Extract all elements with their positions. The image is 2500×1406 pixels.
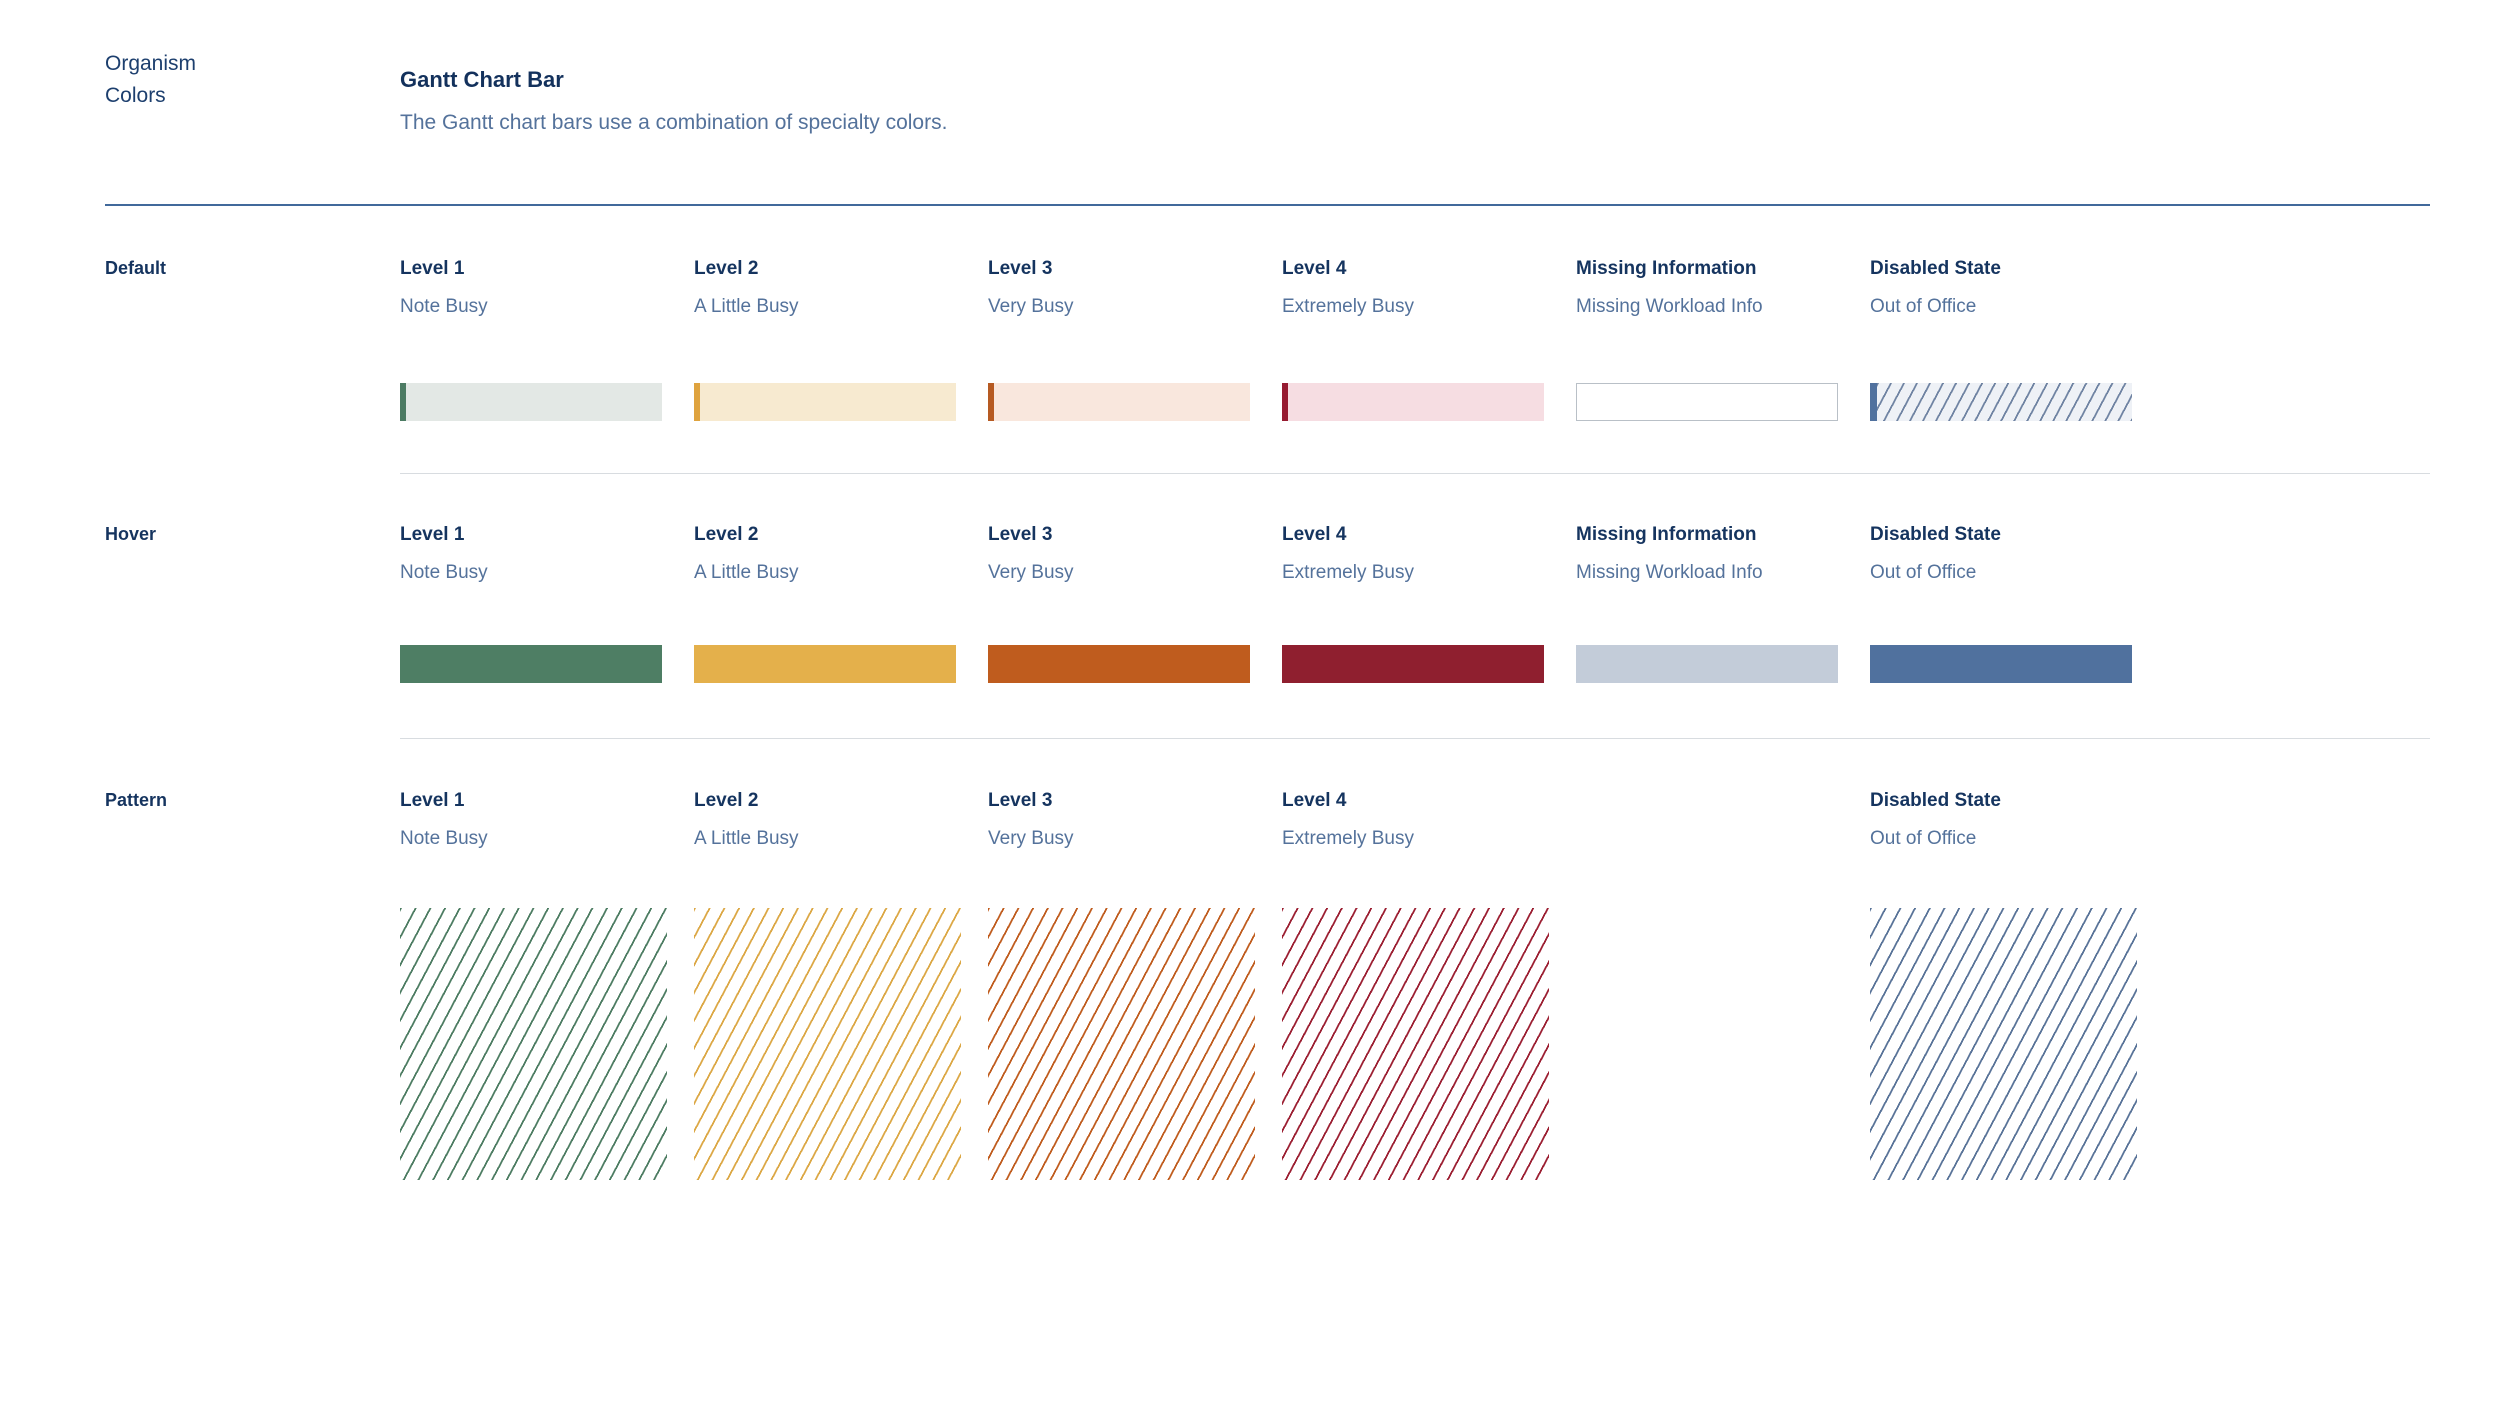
swatch-default-level-4 <box>1282 383 1544 421</box>
swatch-pattern-level-1 <box>400 908 667 1180</box>
cell-hover-level-1: Level 1 Note Busy <box>400 524 680 683</box>
page-description: The Gantt chart bars use a combination o… <box>400 111 948 134</box>
column-heading: Level 2 <box>694 258 759 279</box>
column-heading: Level 2 <box>694 790 759 811</box>
organism-label: Organism <box>105 52 197 75</box>
column-sublabel: Extremely Busy <box>1282 296 1414 317</box>
cell-default-level-4: Level 4 Extremely Busy <box>1282 258 1562 421</box>
column-heading: Level 1 <box>400 524 465 545</box>
column-sublabel: Very Busy <box>988 296 1074 317</box>
swatch-default-disabled-state <box>1870 383 2132 421</box>
row-label-pattern: Pattern <box>105 790 168 810</box>
swatch-hover-disabled-state <box>1870 645 2132 683</box>
component-type-label: Organism Colors <box>105 48 196 112</box>
column-heading: Missing Information <box>1576 524 1757 545</box>
swatch-pattern-level-3 <box>988 908 1255 1180</box>
column-heading: Disabled State <box>1870 258 2001 279</box>
cell-default-disabled-state: Disabled State Out of Office <box>1870 258 2150 421</box>
swatch-hover-level-1 <box>400 645 662 683</box>
row-label-hover: Hover <box>105 524 157 544</box>
column-sublabel: Out of Office <box>1870 828 1977 849</box>
column-heading: Level 3 <box>988 790 1053 811</box>
column-sublabel: Extremely Busy <box>1282 562 1414 583</box>
cell-hover-disabled-state: Disabled State Out of Office <box>1870 524 2150 683</box>
column-sublabel: Out of Office <box>1870 296 1977 317</box>
cell-default-level-3: Level 3 Very Busy <box>988 258 1268 421</box>
column-heading: Level 1 <box>400 258 465 279</box>
row-divider <box>400 473 2430 474</box>
column-heading: Level 4 <box>1282 790 1347 811</box>
swatch-hover-level-2 <box>694 645 956 683</box>
swatch-pattern-level-2 <box>694 908 961 1180</box>
swatch-default-level-1 <box>400 383 662 421</box>
cell-pattern-level-4: Level 4 Extremely Busy <box>1282 790 1562 1180</box>
row-divider <box>400 738 2430 739</box>
column-sublabel: A Little Busy <box>694 296 799 317</box>
cell-default-missing-information: Missing Information Missing Workload Inf… <box>1576 258 1856 421</box>
swatch-hover-level-4 <box>1282 645 1544 683</box>
column-sublabel: Out of Office <box>1870 562 1977 583</box>
page-title: Gantt Chart Bar <box>400 66 564 92</box>
header-rule <box>105 204 2430 206</box>
column-heading: Level 1 <box>400 790 465 811</box>
row-pattern: Pattern Level 1 Note Busy Level 2 A Litt… <box>0 790 2500 1210</box>
cell-default-level-1: Level 1 Note Busy <box>400 258 680 421</box>
row-label-default: Default <box>105 258 167 278</box>
column-sublabel: Very Busy <box>988 828 1074 849</box>
column-sublabel: Note Busy <box>400 828 488 849</box>
column-sublabel: Note Busy <box>400 296 488 317</box>
cell-pattern-level-3: Level 3 Very Busy <box>988 790 1268 1180</box>
swatch-default-level-2 <box>694 383 956 421</box>
cell-hover-level-2: Level 2 A Little Busy <box>694 524 974 683</box>
swatch-hover-missing-information <box>1576 645 1838 683</box>
column-heading: Disabled State <box>1870 790 2001 811</box>
row-default: Default Level 1 Note Busy Level 2 A Litt… <box>0 258 2500 458</box>
cell-hover-missing-information: Missing Information Missing Workload Inf… <box>1576 524 1856 683</box>
column-sublabel: Missing Workload Info <box>1576 562 1763 583</box>
swatch-pattern-disabled-state <box>1870 908 2137 1180</box>
cell-default-level-2: Level 2 A Little Busy <box>694 258 974 421</box>
swatch-default-level-3 <box>988 383 1250 421</box>
column-sublabel: Note Busy <box>400 562 488 583</box>
cell-pattern-level-1: Level 1 Note Busy <box>400 790 680 1180</box>
column-sublabel: Missing Workload Info <box>1576 296 1763 317</box>
cell-hover-level-3: Level 3 Very Busy <box>988 524 1268 683</box>
column-sublabel: Very Busy <box>988 562 1074 583</box>
cell-hover-level-4: Level 4 Extremely Busy <box>1282 524 1562 683</box>
column-heading: Level 3 <box>988 524 1053 545</box>
column-heading: Missing Information <box>1576 258 1757 279</box>
row-hover: Hover Level 1 Note Busy Level 2 A Little… <box>0 524 2500 724</box>
colors-label: Colors <box>105 84 166 107</box>
swatch-default-missing-information <box>1576 383 1838 421</box>
swatch-hover-level-3 <box>988 645 1250 683</box>
cell-pattern-level-2: Level 2 A Little Busy <box>694 790 974 1180</box>
column-heading: Level 4 <box>1282 258 1347 279</box>
column-heading: Disabled State <box>1870 524 2001 545</box>
column-heading: Level 4 <box>1282 524 1347 545</box>
column-sublabel: Extremely Busy <box>1282 828 1414 849</box>
column-sublabel: A Little Busy <box>694 828 799 849</box>
column-heading: Level 3 <box>988 258 1053 279</box>
swatch-pattern-level-4 <box>1282 908 1549 1180</box>
column-sublabel: A Little Busy <box>694 562 799 583</box>
column-heading: Level 2 <box>694 524 759 545</box>
cell-pattern-disabled-state: Disabled State Out of Office <box>1870 790 2150 1180</box>
